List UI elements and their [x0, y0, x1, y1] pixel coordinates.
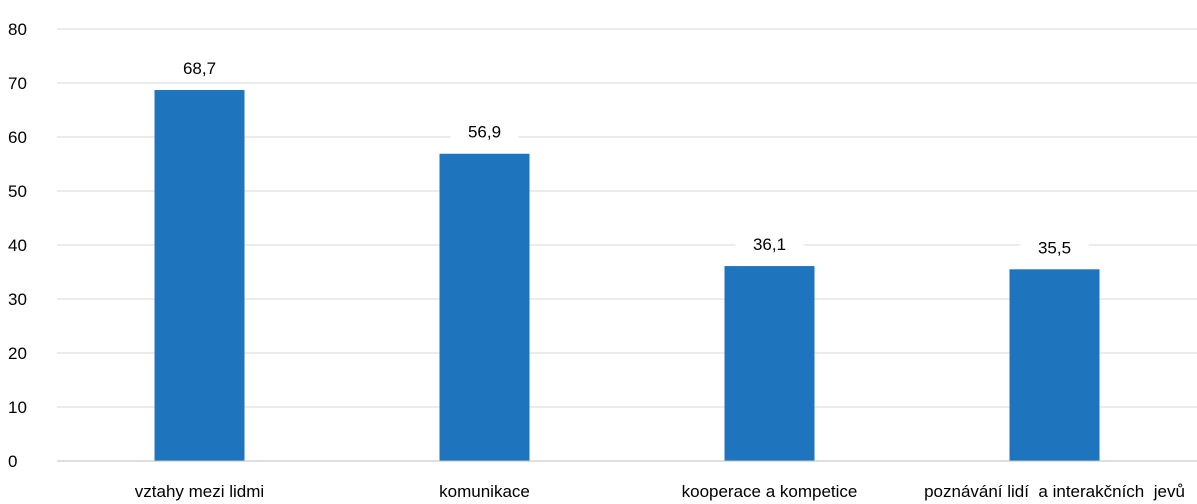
bars	[154, 90, 1100, 462]
bar-1	[154, 90, 245, 462]
bar-4	[1009, 269, 1100, 461]
category-label-3: kooperace a kompetice	[682, 482, 858, 501]
y-tick-label: 50	[8, 182, 27, 201]
y-axis-tick-labels: 0 10 20 30 40 50 60 70 80	[8, 20, 27, 471]
gridlines	[57, 28, 1197, 408]
data-labels: 68,7 56,9 36,1 35,5	[165, 57, 1089, 261]
data-label-background	[450, 120, 519, 145]
y-tick-label: 60	[8, 128, 27, 147]
bar-2	[439, 153, 530, 462]
data-label-3: 36,1	[753, 235, 786, 254]
bar-3	[724, 266, 815, 461]
y-tick-label: 70	[8, 74, 27, 93]
data-label-background	[1020, 236, 1089, 261]
category-label-1: vztahy mezi lidmi	[135, 482, 264, 501]
y-tick-label: 30	[8, 290, 27, 309]
data-label-2: 56,9	[468, 123, 501, 142]
category-label-4: poznávání lidí a interakčních jevů	[924, 482, 1185, 501]
y-tick-label: 40	[8, 236, 27, 255]
y-tick-label: 80	[8, 20, 27, 39]
category-label-2: komunikace	[439, 482, 530, 501]
data-label-1: 68,7	[183, 59, 216, 78]
y-tick-label: 0	[8, 452, 17, 471]
y-tick-label: 10	[8, 398, 27, 417]
data-label-background	[165, 57, 234, 82]
y-tick-label: 20	[8, 344, 27, 363]
data-label-4: 35,5	[1038, 238, 1071, 257]
x-axis-category-labels: vztahy mezi lidmi komunikace kooperace a k…	[135, 482, 1185, 501]
data-label-background	[735, 233, 804, 258]
